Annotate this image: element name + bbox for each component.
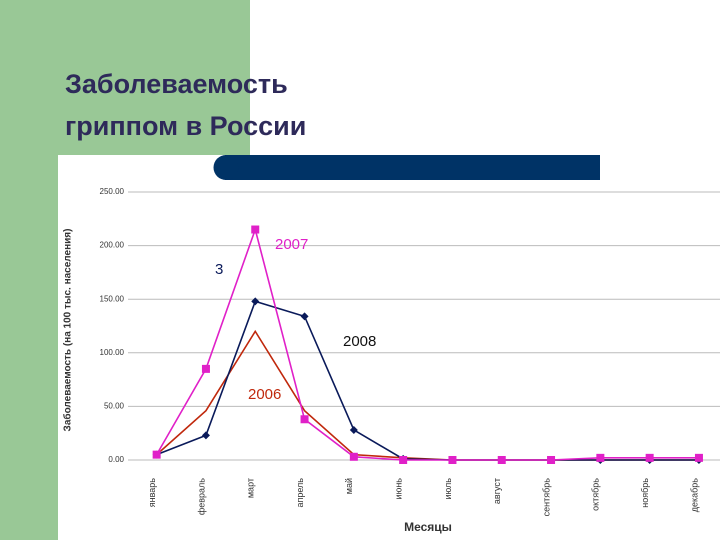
marker <box>349 452 358 461</box>
x-tick-label: май <box>344 478 354 494</box>
marker <box>448 456 457 464</box>
x-tick-label: август <box>492 478 502 504</box>
slide-title: гриппом в России <box>65 111 306 141</box>
x-axis-label: Месяцы <box>404 520 452 534</box>
marker <box>251 297 260 306</box>
x-tick-label: февраль <box>196 478 206 515</box>
marker <box>547 456 556 464</box>
x-tick-label: июль <box>443 478 453 500</box>
green-strip <box>0 0 58 540</box>
marker <box>399 456 408 464</box>
slide-title: Заболеваемость <box>65 69 288 99</box>
series-label: 2006 <box>248 386 281 403</box>
marker <box>201 431 210 440</box>
marker <box>497 456 506 464</box>
x-tick-label: март <box>246 478 256 498</box>
marker <box>300 415 309 424</box>
marker <box>349 425 358 434</box>
y-tick-label: 50.00 <box>104 402 125 411</box>
annotation: 3 <box>215 261 223 278</box>
y-tick-label: 100.00 <box>100 348 125 357</box>
marker <box>694 453 703 462</box>
x-tick-label: декабрь <box>689 478 699 513</box>
series-line <box>155 226 699 461</box>
x-tick-label: сентябрь <box>541 478 551 517</box>
y-tick-label: 250.00 <box>100 187 125 196</box>
series-label: 2008 <box>343 333 376 350</box>
marker <box>596 453 605 462</box>
series-label: 2007 <box>275 236 308 253</box>
x-tick-label: ноябрь <box>640 478 650 508</box>
x-tick-label: апрель <box>295 478 305 508</box>
y-tick-label: 200.00 <box>100 241 125 250</box>
chart-area <box>58 180 720 540</box>
marker <box>645 453 654 462</box>
title-bar <box>225 155 600 180</box>
title-bar-end <box>213 155 239 180</box>
x-tick-label: июнь <box>394 478 404 500</box>
x-tick-label: январь <box>147 478 157 508</box>
x-tick-label: октябрь <box>591 478 601 511</box>
marker <box>300 312 309 321</box>
y-tick-label: 150.00 <box>100 294 125 303</box>
marker <box>201 364 210 373</box>
marker <box>251 225 260 234</box>
y-tick-label: 0.00 <box>108 455 124 464</box>
y-axis-label: Заболеваемость (на 100 тыс. населения) <box>62 229 74 432</box>
marker <box>152 450 161 459</box>
